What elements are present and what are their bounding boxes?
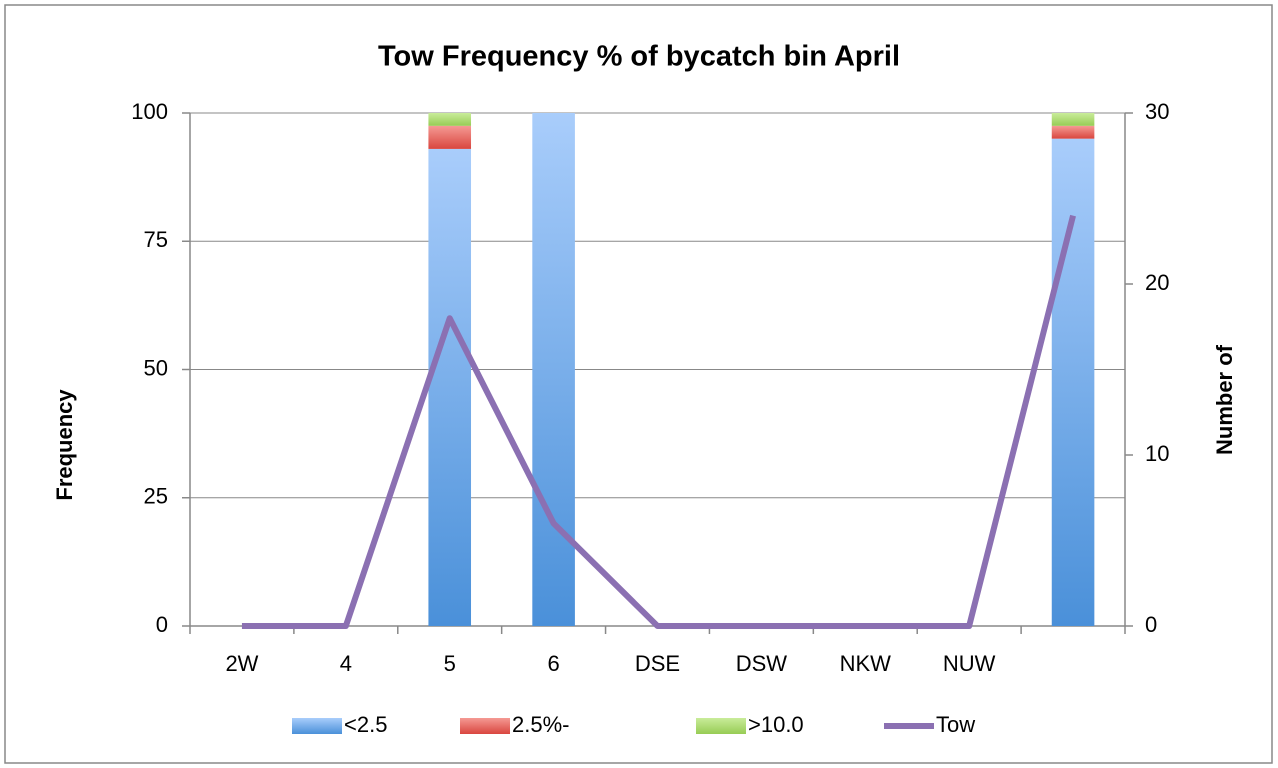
y2-axis-title: Number of [1212, 344, 1237, 455]
bar [1051, 125, 1095, 139]
legend-label: Tow [936, 712, 975, 737]
y2-tick-label: 20 [1145, 270, 1169, 295]
bar [428, 125, 472, 149]
x-tick-label: 4 [340, 651, 352, 676]
line [241, 214, 1076, 629]
y-tick-label: 25 [144, 484, 168, 509]
y-tick-label: 50 [144, 355, 168, 380]
y2-tick-label: 30 [1145, 99, 1169, 124]
y2-tick-label: 0 [1145, 612, 1157, 637]
y-tick-label: 75 [144, 227, 168, 252]
x-tick-label: NUW [943, 651, 996, 676]
x-tick-label: NKW [840, 651, 892, 676]
x-tick-label: 6 [547, 651, 559, 676]
legend-swatch [696, 718, 746, 734]
legend-label: <2.5 [344, 712, 387, 737]
legend-label: >10.0 [748, 712, 804, 737]
y-axis-title: Frequency [52, 389, 77, 501]
bar [1051, 113, 1095, 126]
y-tick-label: 0 [156, 612, 168, 637]
y-tick-label: 100 [131, 99, 168, 124]
bar [428, 113, 472, 126]
y2-tick-label: 10 [1145, 441, 1169, 466]
x-tick-label: 2W [225, 651, 258, 676]
legend-swatch [460, 718, 510, 734]
legend-label: 2.5%- [512, 712, 569, 737]
bar [1051, 138, 1095, 626]
bar [428, 148, 472, 626]
x-tick-label: DSW [736, 651, 788, 676]
legend-swatch [292, 718, 342, 734]
x-tick-label: DSE [635, 651, 680, 676]
chart-title: Tow Frequency % of bycatch bin April [378, 41, 900, 73]
x-tick-label: 5 [444, 651, 456, 676]
bar [532, 113, 575, 626]
